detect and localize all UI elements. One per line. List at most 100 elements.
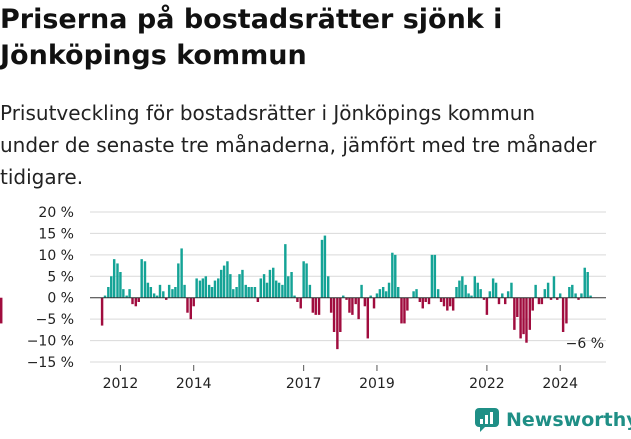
bar — [116, 263, 119, 298]
bar — [491, 278, 495, 298]
bar — [134, 297, 138, 307]
y-tick-label: 0 % — [47, 291, 74, 307]
bar — [412, 291, 415, 298]
bar — [525, 297, 528, 343]
bar — [112, 259, 116, 298]
bar — [586, 272, 589, 298]
bar — [534, 284, 537, 298]
bar — [244, 284, 247, 298]
bar — [424, 297, 427, 302]
bar — [110, 276, 113, 298]
bar — [458, 280, 461, 298]
bar — [235, 287, 238, 298]
bar — [167, 284, 171, 298]
bar — [238, 274, 241, 298]
bar — [522, 297, 525, 335]
x-tick-label: 2019 — [359, 376, 395, 390]
bar — [577, 297, 580, 300]
bar — [262, 274, 266, 298]
bar — [219, 269, 223, 298]
bar — [470, 295, 473, 298]
bar — [247, 287, 250, 298]
gridlines — [90, 211, 606, 363]
bar — [305, 263, 308, 298]
bar — [540, 297, 544, 305]
bar — [494, 282, 498, 298]
x-tick-label: 2024 — [542, 376, 578, 390]
bar — [433, 254, 437, 298]
bar — [345, 297, 348, 300]
bar — [253, 287, 257, 298]
bar — [100, 297, 104, 326]
bar — [558, 293, 562, 298]
bar — [155, 295, 159, 298]
bar — [299, 297, 302, 309]
bar — [482, 297, 486, 300]
bar — [0, 297, 3, 324]
last-value-label: −6 % — [566, 336, 604, 352]
bar — [332, 297, 336, 332]
bar — [103, 295, 107, 298]
bar — [473, 276, 477, 298]
newsworthy-logo: Newsworthy — [474, 407, 631, 433]
bar — [451, 297, 455, 311]
bar — [149, 287, 153, 298]
bar — [516, 297, 519, 317]
bar — [125, 295, 128, 298]
bars — [0, 235, 592, 350]
bar — [152, 293, 156, 298]
bar — [439, 297, 443, 302]
bar — [543, 289, 547, 298]
bar — [580, 293, 583, 298]
y-tick-label: −5 % — [36, 312, 74, 328]
bar — [485, 297, 489, 315]
chart-title: Priserna på bostadsrätter sjönk i Jönköp… — [0, 4, 503, 71]
bar — [513, 297, 516, 330]
bar — [528, 297, 531, 330]
y-axis-tick-labels: 20 % 15 % 10 % 5 % 0 % −5 % −10 % −15 % — [27, 205, 74, 371]
bar — [375, 293, 379, 298]
bar-chart: 20 %15 %10 %5 %0 %−5 %−10 %−15 % 2012 201… — [0, 205, 606, 390]
bar — [213, 280, 217, 298]
bar — [329, 297, 333, 313]
bar — [336, 297, 339, 350]
bar — [589, 295, 592, 298]
bar — [296, 297, 299, 302]
bar — [131, 297, 134, 305]
bar — [232, 289, 235, 298]
bar — [290, 272, 293, 298]
bar — [183, 284, 186, 298]
bar — [265, 282, 269, 298]
bar — [369, 295, 372, 298]
bar — [497, 297, 501, 305]
bar — [143, 261, 147, 298]
bar — [201, 278, 205, 298]
bar — [442, 297, 446, 307]
bar — [259, 278, 262, 298]
bar — [222, 265, 226, 298]
bar — [396, 287, 400, 298]
x-axis-tick-labels: 2012 2014 2017 2019 2022 2024 — [103, 365, 578, 390]
bar — [455, 287, 458, 298]
bar — [158, 284, 162, 298]
bar — [387, 282, 391, 298]
bar — [308, 284, 312, 298]
bar — [400, 297, 403, 324]
bar — [210, 287, 214, 298]
bar — [556, 297, 559, 300]
bar — [351, 297, 354, 315]
bar — [256, 297, 260, 302]
bar — [146, 282, 150, 298]
bar — [418, 297, 422, 302]
bar — [229, 274, 232, 298]
bar — [430, 254, 434, 298]
y-tick-label: 5 % — [47, 269, 74, 285]
brand-name: Newsworthy — [506, 409, 631, 431]
bar — [180, 248, 183, 298]
bar — [177, 263, 180, 298]
bar — [272, 267, 275, 298]
bar — [360, 284, 363, 298]
bar — [363, 297, 367, 307]
bar — [357, 297, 360, 320]
bar — [378, 289, 382, 298]
